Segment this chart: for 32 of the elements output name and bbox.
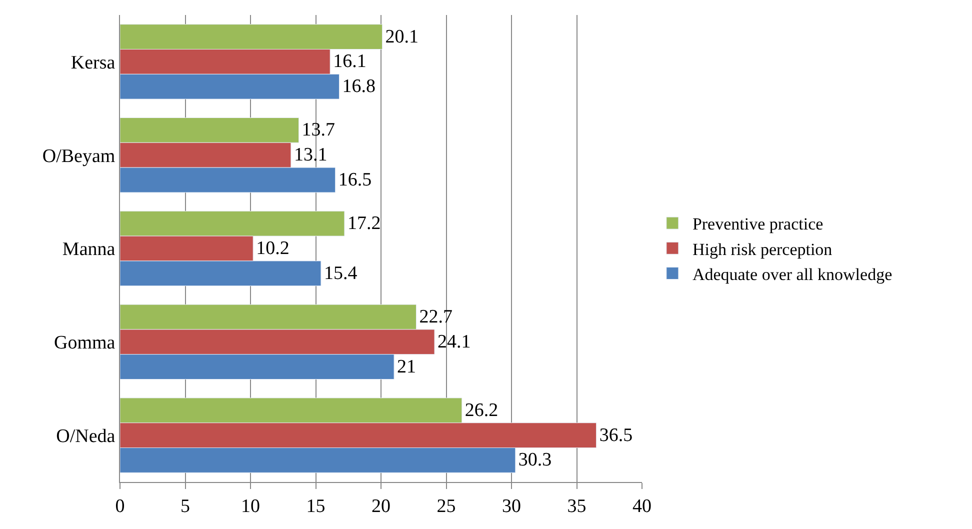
data-label: 16.8 [342, 76, 376, 98]
y-tick-label: O/Neda [56, 426, 116, 447]
x-tick-label: 15 [306, 496, 326, 517]
data-label: 20.1 [385, 26, 419, 48]
data-label: 13.7 [302, 120, 336, 141]
data-label: 30.3 [518, 450, 552, 471]
y-tick-label: O/Beyam [42, 146, 116, 167]
legend-label: High risk perception [692, 240, 833, 259]
data-label: 16.1 [333, 51, 366, 72]
x-tick-label: 30 [502, 496, 521, 517]
y-tick-label: Manna [62, 239, 116, 260]
legend-label: Preventive practice [692, 214, 824, 234]
data-label: 17.2 [347, 213, 381, 234]
data-label: 24.1 [438, 331, 471, 352]
x-tick-label: 0 [115, 496, 125, 517]
x-tick-label: 40 [632, 496, 652, 517]
data-label: 13.1 [294, 144, 328, 166]
y-tick-label: Gomma [54, 332, 116, 354]
data-label: 21 [397, 356, 416, 378]
data-label: 26.2 [464, 400, 498, 421]
x-tick-label: 5 [180, 496, 190, 517]
x-tick-label: 20 [372, 496, 390, 517]
x-tick-label: 35 [567, 496, 586, 517]
data-label: 36.5 [599, 424, 633, 446]
x-tick-label: 10 [241, 496, 260, 517]
data-label: 16.5 [338, 170, 372, 191]
data-label: 10.2 [256, 238, 290, 259]
y-tick-label: Kersa [70, 52, 116, 74]
legend-label: Adequate over all knowledge [692, 264, 892, 284]
data-label: 15.4 [324, 262, 358, 284]
data-label: 22.7 [419, 306, 452, 328]
x-tick-label: 25 [436, 496, 456, 517]
